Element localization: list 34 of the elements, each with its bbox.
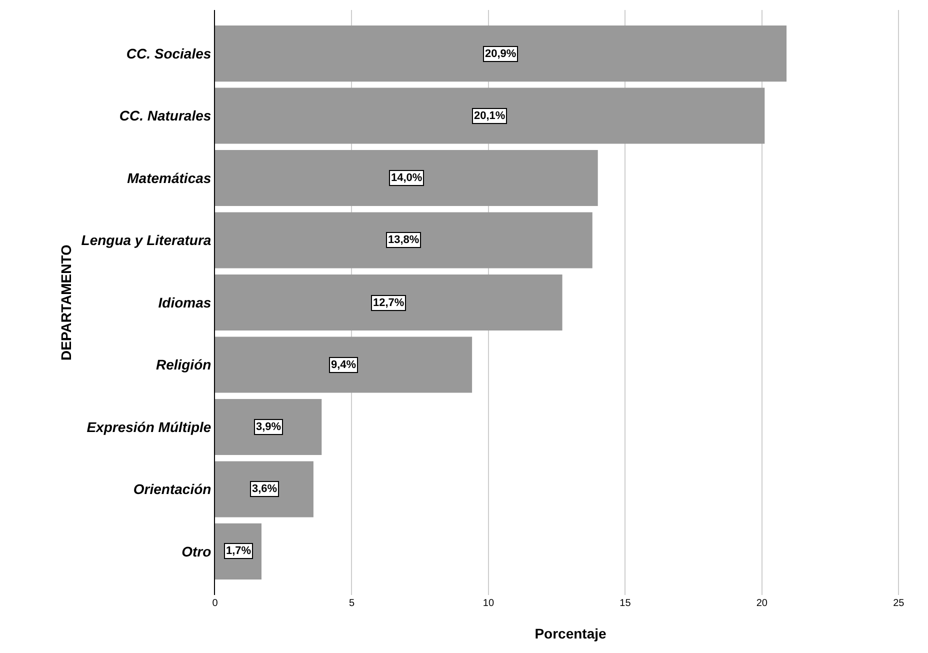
y-tick-label: CC. Sociales (126, 45, 212, 62)
x-tick-label: 25 (893, 598, 905, 609)
bar (215, 398, 322, 455)
data-label: 14,0% (391, 172, 422, 184)
y-axis-title: DEPARTAMENTO (58, 244, 74, 360)
bar (215, 336, 472, 393)
bar (215, 26, 787, 82)
data-label: 13,8% (388, 234, 420, 246)
bar (215, 150, 598, 206)
bar (215, 461, 314, 518)
x-tick-label: 10 (482, 598, 494, 609)
data-label: 3,6% (252, 483, 278, 495)
data-label: 20,1% (474, 110, 506, 122)
y-tick-label: Lengua y Literatura (81, 232, 212, 248)
data-label: 9,4% (331, 359, 356, 371)
y-tick-label: CC. Naturales (119, 108, 212, 124)
y-tick-label: Orientación (133, 481, 212, 498)
data-label: 1,7% (226, 545, 252, 557)
x-tick-label: 15 (620, 598, 632, 609)
x-tick-label: 0 (212, 598, 218, 609)
x-axis-title: Porcentaje (534, 625, 607, 642)
x-tick-label: 20 (756, 598, 768, 609)
bar (215, 274, 562, 331)
y-tick-label: Matemáticas (127, 170, 212, 186)
y-tick-label: Idiomas (158, 294, 212, 310)
data-label: 3,9% (256, 421, 282, 433)
x-tick-label: 5 (348, 598, 355, 609)
y-tick-label: Expresión Múltiple (86, 418, 212, 435)
bar (215, 212, 592, 268)
data-label: 12,7% (373, 297, 404, 309)
data-label: 20,9% (485, 48, 516, 60)
y-tick-label: Religión (156, 356, 212, 373)
y-tick-label: Otro (182, 543, 212, 560)
bar (215, 88, 765, 144)
